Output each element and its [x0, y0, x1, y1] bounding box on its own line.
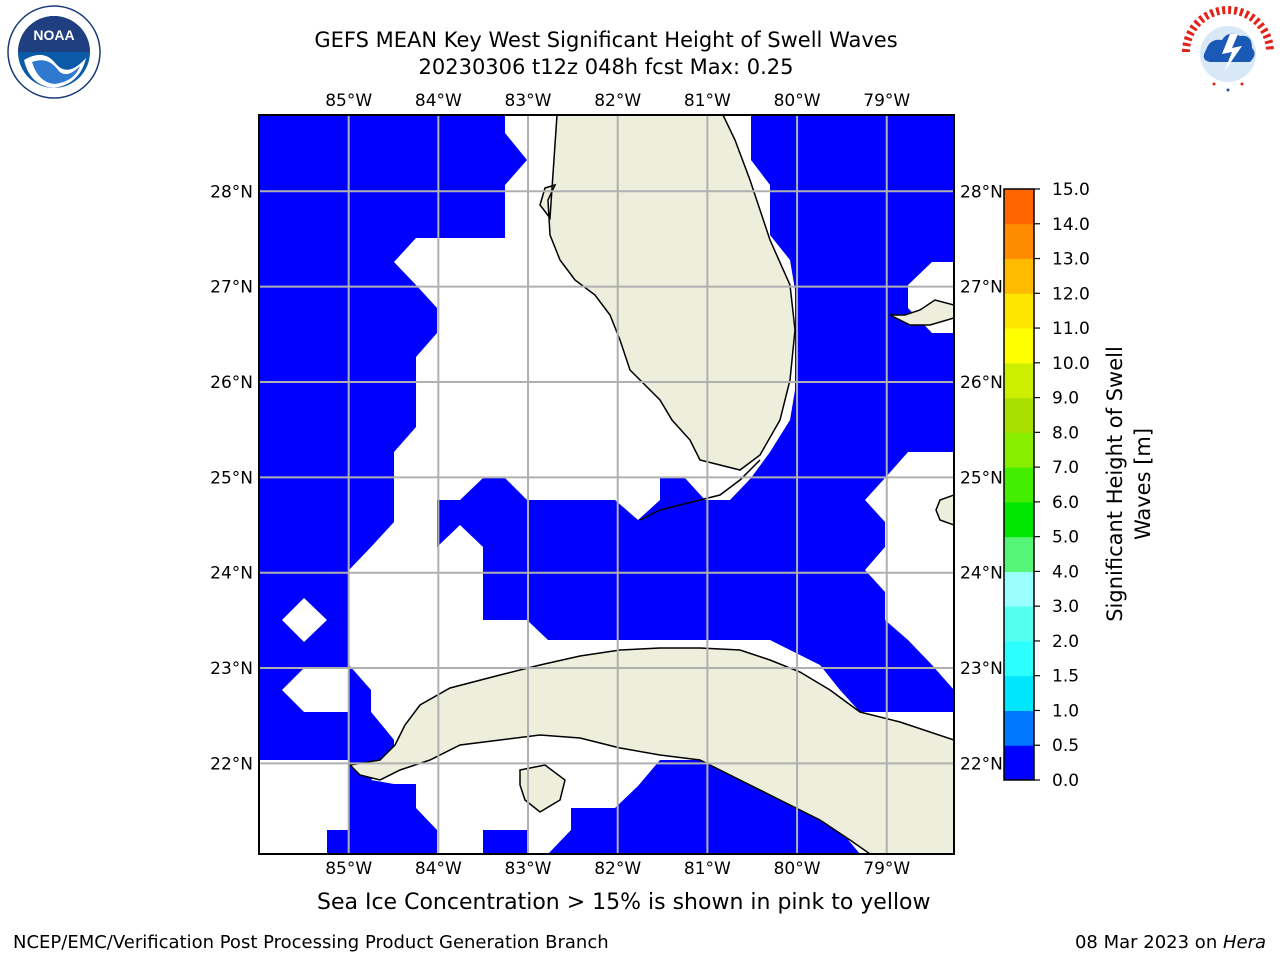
- lon-tick-label: 80°W: [774, 859, 821, 879]
- colorbar-segment: [1004, 258, 1034, 294]
- colorbar-label-line1: Significant Height of Swell: [1103, 346, 1127, 622]
- colorbar-segment: [1004, 710, 1034, 746]
- colorbar-tick-label: 7.0: [1052, 458, 1079, 478]
- land-cuba: [348, 647, 954, 854]
- colorbar-segment: [1004, 328, 1034, 364]
- colorbar-tick-label: 0.0: [1052, 771, 1079, 791]
- nws-logo: [1182, 6, 1274, 98]
- lon-labels-bottom: 85°W 84°W 83°W 82°W 81°W 80°W 79°W: [325, 859, 910, 879]
- lat-tick-label: 28°N: [210, 182, 253, 202]
- colorbar-tick-label: 13.0: [1052, 250, 1090, 270]
- lon-tick-label: 82°W: [594, 91, 641, 111]
- colorbar-segment: [1004, 293, 1034, 329]
- lon-tick-label: 79°W: [863, 859, 910, 879]
- lon-labels-top: 85°W 84°W 83°W 82°W 81°W 80°W 79°W: [325, 91, 910, 111]
- colorbar-segment: [1004, 362, 1034, 399]
- lat-tick-label: 25°N: [210, 468, 253, 488]
- footer-date-text: 08 Mar 2023 on: [1074, 932, 1223, 953]
- land-isla-juventud: [519, 764, 566, 813]
- chart-subtitle: 20230306 t12z 048h fcst Max: 0.25: [418, 55, 794, 79]
- noaa-logo: NOAA: [7, 5, 101, 99]
- swell-region-gulf: [259, 115, 527, 760]
- colorbar-segment: [1004, 571, 1034, 607]
- lon-tick-label: 84°W: [415, 91, 462, 111]
- svg-text:NOAA: NOAA: [33, 27, 74, 43]
- colorbar-tick-label: 15.0: [1052, 180, 1090, 200]
- colorbar-tick-label: 11.0: [1052, 319, 1090, 339]
- land-bahamas: [889, 299, 954, 326]
- colorbar-tick-label: 12.0: [1052, 284, 1090, 304]
- colorbar-tick-label: 1.0: [1052, 701, 1079, 721]
- lat-tick-label: 26°N: [210, 373, 253, 393]
- colorbar-segment: [1004, 189, 1034, 225]
- colorbar-tick-label: 9.0: [1052, 389, 1079, 409]
- swell-region-atlantic: [751, 115, 954, 712]
- colorbar-tick-label: 6.0: [1052, 493, 1079, 513]
- swell-gap-2: [282, 668, 349, 712]
- lat-tick-label: 22°N: [960, 754, 1003, 774]
- colorbar-tick-label: 8.0: [1052, 423, 1079, 443]
- footer-host: Hera: [1222, 932, 1266, 953]
- colorbar-tick-label: 3.0: [1052, 597, 1079, 617]
- footer-credit: NCEP/EMC/Verification Post Processing Pr…: [13, 932, 609, 953]
- map-frame: [258, 114, 955, 855]
- lat-tick-label: 23°N: [960, 659, 1003, 679]
- colorbar-segment: [1004, 432, 1034, 468]
- lat-tick-label: 27°N: [210, 278, 253, 298]
- colorbar-segment: [1004, 536, 1034, 572]
- lon-tick-label: 84°W: [415, 859, 462, 879]
- lat-tick-label: 22°N: [210, 754, 253, 774]
- colorbar-tick-label: 14.0: [1052, 215, 1090, 235]
- land-keys: [639, 459, 761, 521]
- colorbar-segment: [1004, 606, 1034, 642]
- lon-tick-label: 81°W: [684, 859, 731, 879]
- colorbar-segment: [1004, 467, 1034, 503]
- lon-tick-label: 81°W: [684, 91, 731, 111]
- colorbar-ticks: 0.0 0.5 1.0 1.5 2.0 3.0 4.0 5.0 6.0 7.0 8.0 9.0 10.0…: [1034, 180, 1090, 791]
- lon-tick-label: 83°W: [505, 91, 552, 111]
- colorbar-tick-label: 0.5: [1052, 736, 1079, 756]
- colorbar-tick-label: 5.0: [1052, 528, 1079, 548]
- colorbar-tick-label: 1.5: [1052, 667, 1079, 687]
- lon-tick-label: 80°W: [774, 91, 821, 111]
- swell-field: [259, 115, 954, 854]
- land-bahamas-2: [935, 494, 954, 526]
- chart-title: GEFS MEAN Key West Significant Height of…: [314, 28, 898, 52]
- lon-tick-label: 85°W: [325, 859, 372, 879]
- swell-region-south-small: [483, 830, 527, 854]
- lat-tick-label: 25°N: [960, 468, 1003, 488]
- footer-date: 08 Mar 2023 on Hera: [1075, 932, 1266, 953]
- colorbar-tick-label: 4.0: [1052, 562, 1079, 582]
- lat-tick-label: 27°N: [960, 278, 1003, 298]
- colorbar-segment: [1004, 745, 1034, 781]
- lat-tick-label: 24°N: [210, 564, 253, 584]
- sea-ice-note: Sea Ice Concentration > 15% is shown in …: [317, 890, 931, 915]
- colorbar-segment: [1004, 223, 1034, 260]
- colorbar-tick-label: 10.0: [1052, 354, 1090, 374]
- colorbar-tick-label: 2.0: [1052, 632, 1079, 652]
- lon-tick-label: 85°W: [325, 91, 372, 111]
- colorbar-segment: [1004, 501, 1034, 538]
- swell-gap-1: [282, 598, 327, 642]
- colorbar-segment: [1004, 640, 1034, 677]
- colorbar-segment: [1004, 675, 1034, 711]
- lat-labels-right: 28°N 27°N 26°N 25°N 24°N 23°N 22°N: [960, 182, 1003, 774]
- lon-tick-label: 83°W: [505, 859, 552, 879]
- colorbar-frame: [1003, 188, 1035, 781]
- lat-tick-label: 26°N: [960, 373, 1003, 393]
- lat-tick-label: 24°N: [960, 564, 1003, 584]
- lat-tick-label: 23°N: [210, 659, 253, 679]
- lat-tick-label: 28°N: [960, 182, 1003, 202]
- lon-tick-label: 79°W: [863, 91, 910, 111]
- lat-labels-left: 28°N 27°N 26°N 25°N 24°N 23°N 22°N: [210, 182, 253, 774]
- lon-tick-label: 82°W: [594, 859, 641, 879]
- colorbar-segment: [1004, 397, 1034, 433]
- swell-region-straits: [437, 478, 770, 640]
- colorbar-label-line2: Waves [m]: [1131, 428, 1155, 540]
- colorbar: [1003, 188, 1035, 781]
- gridlines: [259, 115, 954, 854]
